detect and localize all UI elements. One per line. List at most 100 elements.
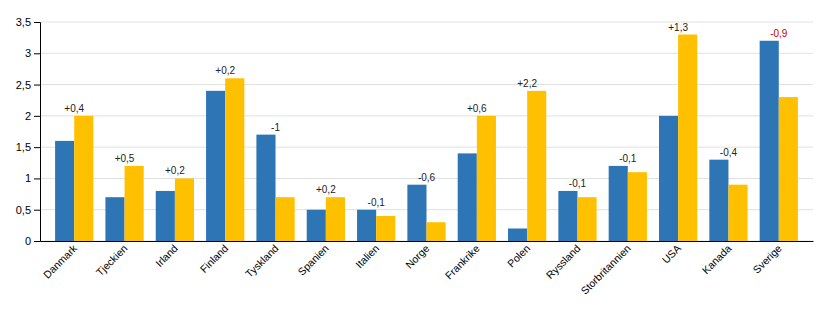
bar — [477, 116, 496, 241]
x-tick-label: Irland — [153, 242, 180, 269]
change-label: -0,1 — [368, 197, 386, 208]
bar — [376, 216, 395, 241]
bar — [728, 185, 747, 241]
x-tick: Tjeckien — [93, 242, 129, 278]
y-axis: 0 0,5 1 1,5 2 2,5 3 3,5 — [16, 16, 41, 247]
bar — [55, 141, 74, 241]
x-tick: Storbritannien — [578, 242, 633, 297]
y-tick: 0,5 — [16, 204, 40, 216]
x-tick: Irland — [153, 242, 180, 269]
y-tick-mark — [34, 241, 40, 242]
bar — [307, 210, 326, 241]
bar — [407, 185, 426, 241]
x-tick-label: Sverige — [750, 242, 784, 276]
y-tick-label: 0,5 — [16, 204, 31, 216]
y-tick-mark — [34, 116, 40, 117]
change-label: -0,4 — [720, 147, 738, 158]
bar — [527, 91, 546, 241]
y-tick-mark — [34, 85, 40, 86]
bar — [427, 222, 446, 241]
x-tick-label: Ryssland — [543, 242, 582, 281]
bar — [175, 178, 194, 241]
bar — [326, 197, 345, 241]
x-tick: Polen — [505, 242, 533, 270]
change-label: +0,2 — [316, 184, 336, 195]
y-tick: 3 — [25, 47, 40, 59]
y-tick-mark — [34, 147, 40, 148]
bar — [458, 153, 477, 241]
change-label: -0,6 — [418, 172, 436, 183]
change-label: -0,9 — [770, 28, 788, 39]
change-label: -0,1 — [619, 153, 637, 164]
x-tick-label: Italien — [353, 242, 381, 270]
grid-line — [40, 22, 813, 23]
bar — [760, 41, 779, 241]
bar — [105, 197, 124, 241]
bar — [206, 91, 225, 241]
x-tick-label: Finland — [197, 242, 230, 275]
y-tick-mark — [34, 53, 40, 54]
change-label: +0,2 — [165, 165, 185, 176]
bar-series — [55, 41, 779, 241]
bar — [156, 191, 175, 241]
x-tick: Italien — [353, 242, 381, 270]
y-tick-label: 0 — [25, 235, 31, 247]
x-tick-label: Tyskland — [243, 242, 281, 280]
x-tick-label: Tjeckien — [93, 242, 129, 278]
chart: 0 0,5 1 1,5 2 2,5 3 3,5 Danmark Tjeckien Irland Fin… — [0, 0, 827, 313]
x-tick-label: Polen — [505, 242, 533, 270]
bar — [125, 166, 144, 241]
bar — [558, 191, 577, 241]
bar-series — [74, 35, 798, 241]
x-tick: Finland — [197, 242, 230, 275]
y-tick-mark — [34, 178, 40, 179]
bar — [628, 172, 647, 241]
y-tick: 0 — [25, 235, 40, 247]
bar — [577, 197, 596, 241]
y-tick-label: 3 — [25, 47, 31, 59]
annotations: +0,4 +0,5 +0,2 +0,2 -1 +0,2 -0,1 -0,6 +0,6 +2,2 -0… — [64, 22, 787, 208]
x-axis: Danmark Tjeckien Irland Finland Tyskland Span… — [41, 241, 814, 296]
grid — [40, 22, 813, 241]
y-tick-label: 2,5 — [16, 79, 31, 91]
x-tick-label: Danmark — [41, 241, 80, 280]
change-label: +0,5 — [115, 153, 135, 164]
change-label: +0,2 — [215, 65, 235, 76]
x-tick: Norge — [403, 242, 432, 271]
change-label: +2,2 — [517, 78, 537, 89]
change-label: +0,6 — [467, 103, 487, 114]
y-tick: 1 — [25, 172, 40, 184]
x-tick-label: Frankrike — [442, 242, 482, 282]
bar — [256, 135, 275, 241]
x-tick-label: Spanien — [295, 242, 331, 278]
bar — [678, 35, 697, 241]
bar — [74, 116, 93, 241]
x-axis-line — [41, 241, 814, 242]
change-label: -1 — [271, 122, 280, 133]
bar — [508, 228, 527, 241]
x-tick-label: USA — [659, 242, 683, 266]
bar — [779, 97, 798, 241]
x-tick: Frankrike — [442, 242, 482, 282]
bars — [55, 35, 798, 241]
bar — [276, 197, 295, 241]
x-tick-label: Storbritannien — [578, 242, 633, 297]
y-axis-line — [34, 23, 41, 242]
x-tick: Sverige — [750, 242, 784, 276]
y-tick-label: 3,5 — [16, 16, 31, 28]
change-label: -0,1 — [569, 178, 587, 189]
bar — [659, 116, 678, 241]
y-tick-label: 1,5 — [16, 141, 31, 153]
change-label: +0,4 — [64, 103, 84, 114]
y-tick-label: 2 — [25, 110, 31, 122]
x-tick: Kanada — [699, 242, 733, 276]
bar — [709, 160, 728, 241]
x-tick: Ryssland — [543, 242, 582, 281]
y-tick: 2 — [25, 110, 40, 122]
x-tick: Spanien — [295, 242, 331, 278]
y-tick: 1,5 — [16, 141, 40, 153]
bar — [609, 166, 628, 241]
y-tick-label: 1 — [25, 172, 31, 184]
x-tick: Danmark — [41, 241, 80, 280]
bar — [357, 210, 376, 241]
